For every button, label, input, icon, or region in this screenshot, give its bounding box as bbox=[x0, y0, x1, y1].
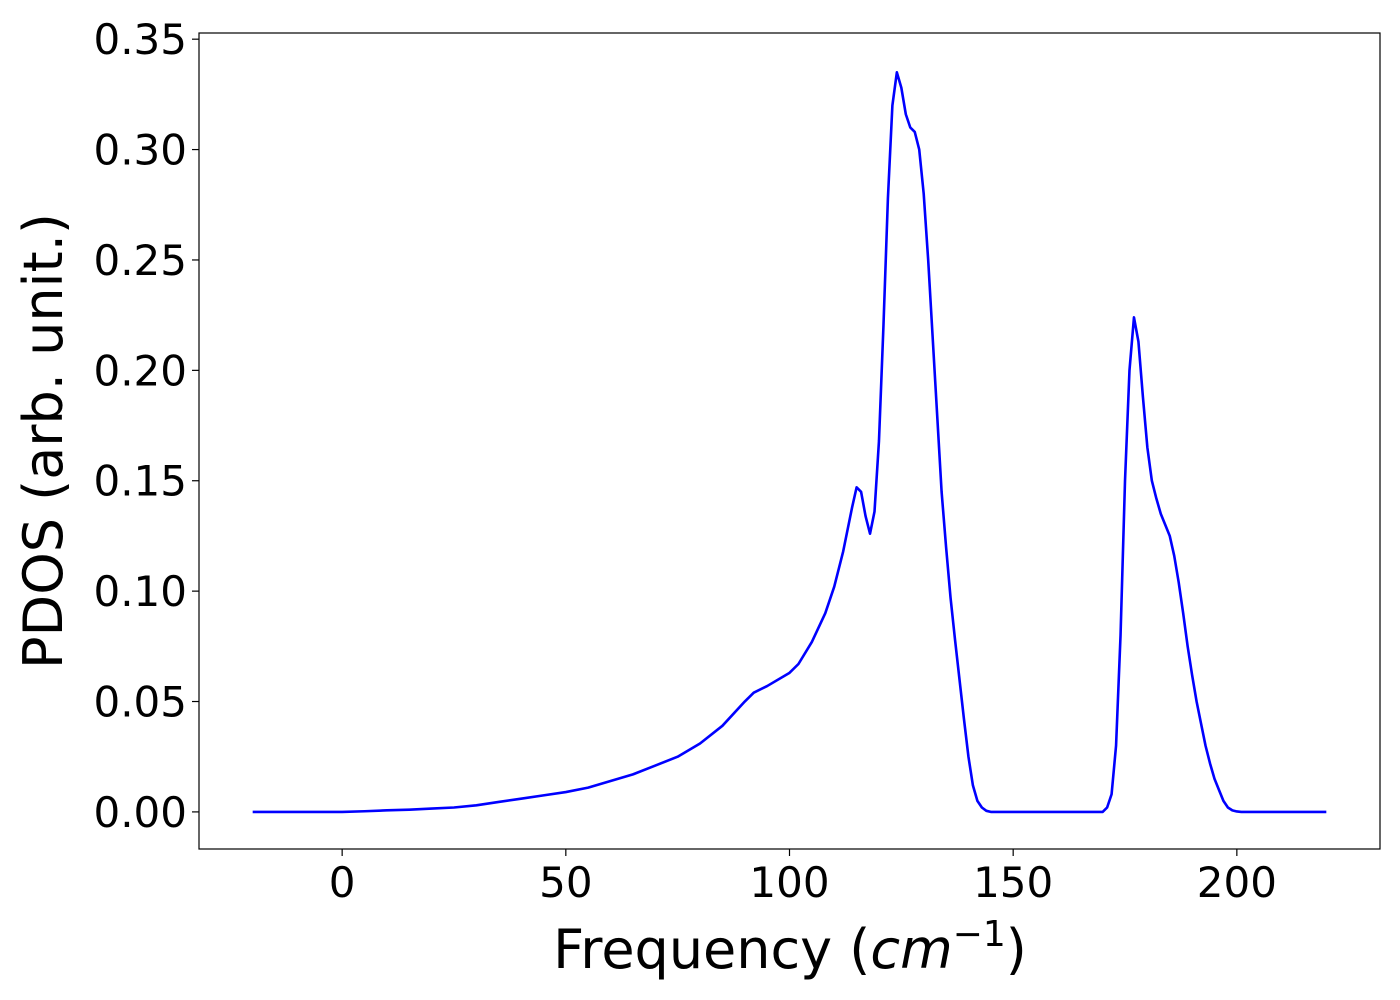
y-tick-label: 0.10 bbox=[93, 567, 187, 616]
y-tick-label: 0.35 bbox=[93, 15, 187, 64]
y-axis: 0.00 0.05 0.10 0.15 0.20 0.25 0.30 0.35 bbox=[93, 15, 199, 837]
x-tick-label: 100 bbox=[749, 858, 829, 907]
y-tick-label: 0.05 bbox=[93, 678, 187, 727]
x-tick-label: 50 bbox=[539, 858, 592, 907]
x-tick-label: 0 bbox=[329, 858, 356, 907]
x-axis: 0 50 100 150 200 bbox=[329, 849, 1277, 907]
x-axis-label-prefix: Frequency ( bbox=[553, 918, 870, 981]
series-layer bbox=[252, 71, 1327, 814]
y-tick-label: 0.15 bbox=[93, 457, 187, 506]
x-axis-label-math: cm bbox=[870, 918, 952, 981]
y-axis-label: PDOS (arb. unit.) bbox=[12, 213, 75, 669]
x-axis-label-exponent: −1 bbox=[953, 914, 1006, 955]
y-tick-label: 0.25 bbox=[93, 236, 187, 285]
y-tick-label: 0.00 bbox=[93, 788, 187, 837]
x-tick-label: 150 bbox=[973, 858, 1053, 907]
x-axis-label-suffix: ) bbox=[1006, 918, 1027, 981]
x-tick-label: 200 bbox=[1197, 858, 1277, 907]
y-tick-label: 0.30 bbox=[93, 126, 187, 175]
y-tick-label: 0.20 bbox=[93, 346, 187, 395]
x-axis-label: Frequency (cm−1) bbox=[553, 914, 1027, 981]
series-line-0 bbox=[252, 71, 1327, 814]
